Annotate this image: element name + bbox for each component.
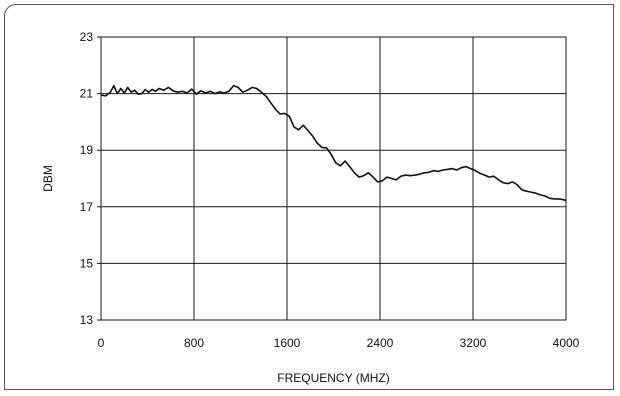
y-tick-label: 13 <box>80 313 94 327</box>
data-points <box>100 84 568 202</box>
plot-area <box>100 36 567 321</box>
series-line <box>100 84 567 202</box>
y-tick-label: 21 <box>80 87 94 101</box>
x-tick-label: 1600 <box>274 336 301 350</box>
x-tick-label: 4000 <box>553 336 580 350</box>
chart-frame <box>4 4 614 390</box>
y-tick-label: 23 <box>80 30 94 44</box>
y-tick-label: 19 <box>80 143 94 157</box>
y-axis-title: DBM <box>41 165 55 192</box>
x-tick-label: 0 <box>98 336 105 350</box>
x-axis-ticks: 0 800 1600 2400 3200 4000 <box>98 336 580 350</box>
y-axis-ticks: 13 15 17 19 21 23 <box>80 30 94 327</box>
x-tick-label: 3200 <box>460 336 487 350</box>
x-axis-title: FREQUENCY (MHZ) <box>277 371 389 385</box>
x-tick-label: 800 <box>184 336 204 350</box>
x-tick-label: 2400 <box>367 336 394 350</box>
y-tick-label: 17 <box>80 200 94 214</box>
y-tick-label: 15 <box>80 256 94 270</box>
